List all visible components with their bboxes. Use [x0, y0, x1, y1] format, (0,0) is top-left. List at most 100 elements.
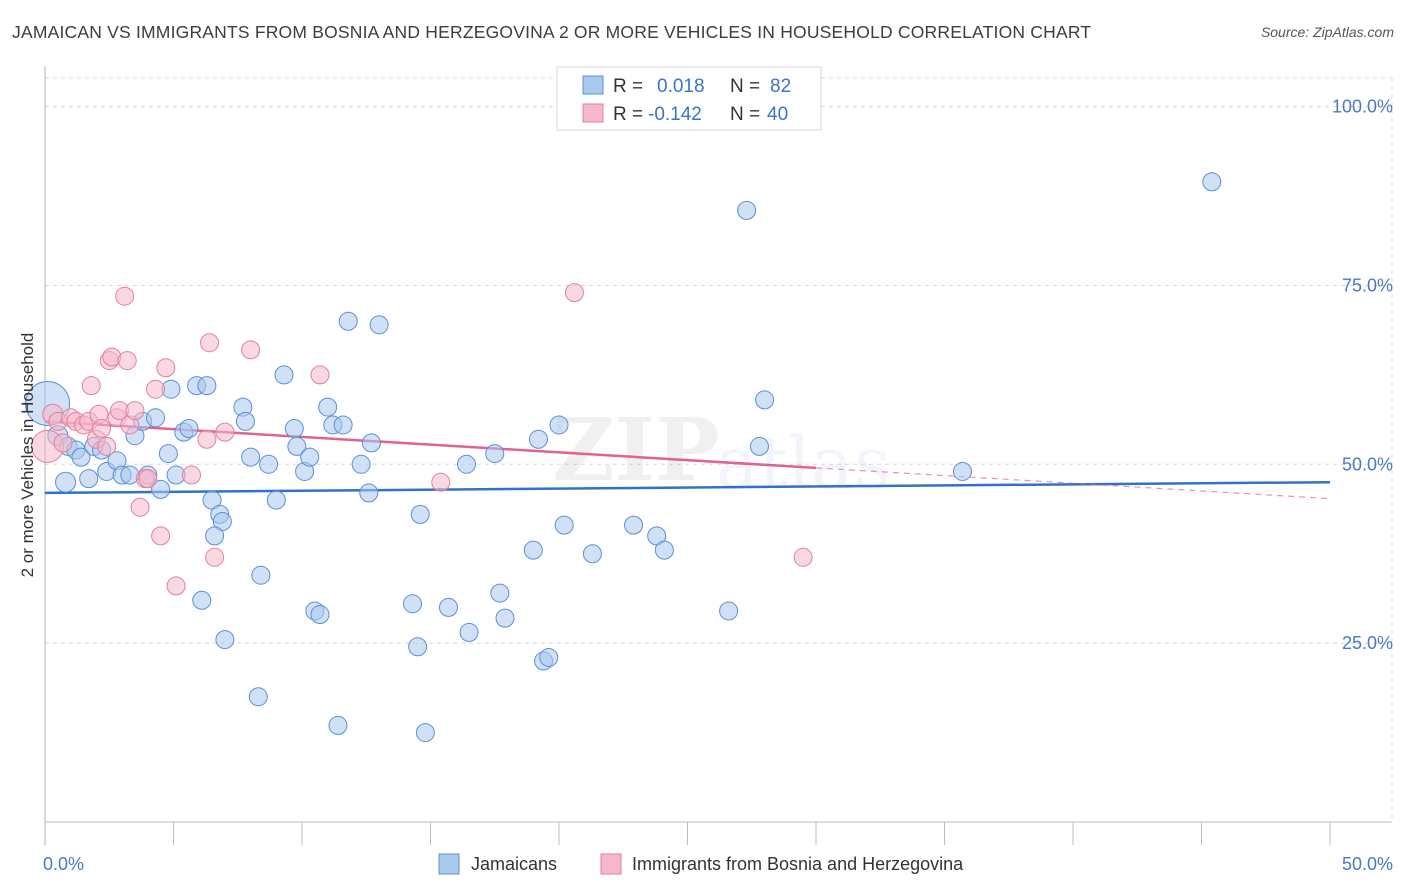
jamaican-point	[328, 715, 348, 735]
bosnia-trend-extension	[815, 467, 1331, 500]
jamaican-point	[523, 540, 543, 560]
jamaican-point	[490, 583, 510, 603]
jamaican-point	[369, 315, 389, 335]
bosnia-point	[310, 365, 330, 385]
jamaican-point	[79, 469, 99, 489]
bottom-legend-label-jamaicans: Jamaicans	[471, 854, 557, 874]
bottom-legend-label-bosnia: Immigrants from Bosnia and Herzegovina	[632, 854, 964, 874]
jamaican-point	[351, 454, 371, 474]
bosnia-point	[117, 351, 137, 371]
jamaican-point	[287, 436, 307, 456]
jamaican-point	[179, 419, 199, 439]
jamaican-point	[403, 594, 423, 614]
chart-title: JAMAICAN VS IMMIGRANTS FROM BOSNIA AND H…	[12, 22, 1092, 42]
bottom-legend-swatch-bosnia	[600, 853, 622, 875]
jamaican-point	[549, 415, 569, 435]
data-points	[25, 172, 1222, 743]
jamaican-point	[485, 444, 505, 464]
jamaican-point	[359, 483, 379, 503]
x-tick-label-max: 50.0%	[1342, 854, 1393, 874]
jamaican-point	[120, 465, 140, 485]
jamaican-point	[318, 397, 338, 417]
jamaican-point	[408, 637, 428, 657]
jamaican-point	[151, 479, 171, 499]
jamaican-point	[719, 601, 739, 621]
jamaican-point	[338, 311, 358, 331]
jamaican-point	[438, 597, 458, 617]
y-axis-title: 2 or more Vehicles in Household	[18, 333, 37, 578]
jamaican-point	[1202, 172, 1222, 192]
y-tick-label: 25.0%	[1342, 633, 1393, 653]
jamaican-point	[333, 415, 353, 435]
y-tick-label: 75.0%	[1342, 275, 1393, 295]
jamaican-point	[749, 436, 769, 456]
bosnia-point	[181, 465, 201, 485]
legend-n-label-1: N =	[730, 76, 760, 97]
bosnia-point	[564, 283, 584, 303]
jamaican-point	[248, 687, 268, 707]
jamaican-point	[215, 630, 235, 650]
jamaican-point	[310, 605, 330, 625]
jamaican-point	[55, 471, 77, 493]
jamaican-point	[459, 622, 479, 642]
bosnia-point	[92, 419, 112, 439]
legend-r-label-2: R =	[613, 104, 643, 125]
axes: 25.0% 50.0% 75.0% 100.0% 0.0% 50.0%	[43, 66, 1393, 874]
jamaican-point	[539, 647, 559, 667]
jamaican-point	[251, 565, 271, 585]
bosnia-point	[102, 347, 122, 367]
trend-lines	[44, 420, 1331, 500]
bottom-legend-swatch-jamaicans	[438, 853, 460, 875]
jamaican-point	[197, 376, 217, 396]
jamaican-point	[495, 608, 515, 628]
jamaican-point	[361, 433, 381, 453]
jamaican-point	[259, 454, 279, 474]
bosnia-point	[215, 422, 235, 442]
bosnia-point	[81, 376, 101, 396]
bosnia-point	[166, 576, 186, 596]
legend-r-label-1: R =	[613, 76, 643, 97]
jamaican-point	[158, 444, 178, 464]
bosnia-point	[138, 469, 158, 489]
bosnia-point	[146, 379, 166, 399]
chart-source: Source: ZipAtlas.com	[1260, 24, 1394, 40]
jamaican-trend-line	[44, 480, 1331, 495]
jamaican-point	[274, 365, 294, 385]
bosnia-point	[793, 547, 813, 567]
bosnia-point	[130, 497, 150, 517]
jamaican-point	[755, 390, 775, 410]
bosnia-point	[197, 429, 217, 449]
y-tick-label: 100.0%	[1332, 97, 1393, 117]
jamaican-point	[624, 515, 644, 535]
jamaican-point	[952, 461, 972, 481]
bosnia-point	[115, 286, 135, 306]
jamaican-point	[737, 200, 757, 220]
legend-r-value-1: 0.018	[657, 76, 705, 97]
jamaican-point	[410, 504, 430, 524]
jamaican-point	[582, 544, 602, 564]
jamaican-point	[205, 526, 225, 546]
bosnia-trend-line	[44, 420, 817, 470]
watermark-zip: ZIP	[552, 400, 720, 501]
jamaican-point	[456, 454, 476, 474]
legend-r-value-2: -0.142	[648, 104, 702, 125]
jamaican-point	[71, 447, 91, 467]
jamaican-point	[528, 429, 548, 449]
jamaican-point	[284, 419, 304, 439]
jamaican-point	[235, 411, 255, 431]
stats-legend: R = 0.018 N = 82 R = -0.142 N = 40	[556, 66, 822, 131]
jamaican-point	[415, 723, 435, 743]
legend-n-value-2: 40	[767, 104, 788, 125]
jamaican-point	[300, 447, 320, 467]
legend-swatch-blue	[582, 75, 604, 95]
jamaican-point	[146, 408, 166, 428]
jamaican-point	[241, 447, 261, 467]
bosnia-point	[97, 436, 117, 456]
bosnia-point	[431, 472, 451, 492]
bosnia-point	[199, 333, 219, 353]
bosnia-point	[156, 358, 176, 378]
jamaican-point	[266, 490, 286, 510]
bottom-legend: Jamaicans Immigrants from Bosnia and Her…	[438, 853, 964, 875]
x-tick-label-min: 0.0%	[43, 854, 84, 874]
